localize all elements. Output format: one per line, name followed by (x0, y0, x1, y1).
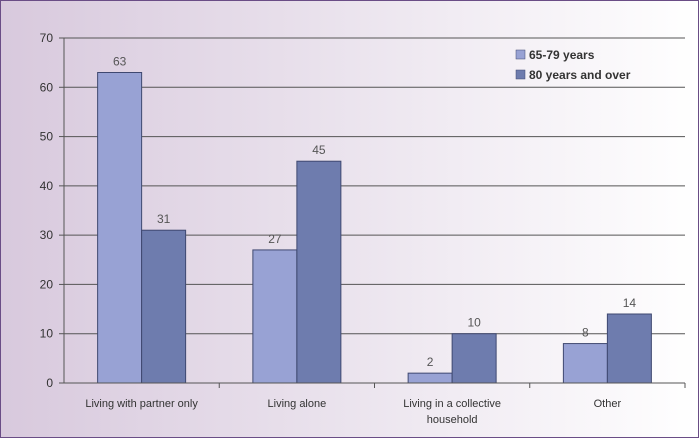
y-tick-label-0: 0 (46, 376, 53, 390)
bar-1-series-1 (97, 72, 143, 384)
data-label-1-series-1: 63 (113, 55, 127, 69)
bar-4-series-2 (606, 313, 652, 384)
x-tick-label-1: Living with partner only (85, 398, 198, 410)
bar-1-series-2 (141, 229, 187, 384)
legend-label-2: 80 years and over (529, 68, 631, 82)
x-tick-label-3-line-1: Living in a collective (403, 398, 501, 410)
y-tick-label-30: 30 (40, 228, 54, 242)
x-tick-label-4: Other (594, 398, 622, 410)
y-tick-label-70: 70 (40, 31, 54, 45)
data-label-2-series-2: 45 (312, 143, 326, 157)
legend-swatch-1 (515, 49, 526, 60)
bar-4-series-1 (562, 343, 608, 384)
bar-2-series-1 (252, 249, 298, 384)
data-label-2-series-1: 27 (268, 232, 282, 246)
legend: 65-79 years 80 years and over (515, 48, 631, 82)
bar-3-series-2 (451, 333, 497, 384)
data-label-4-series-1: 8 (582, 326, 589, 340)
data-label-1-series-2: 31 (157, 212, 171, 226)
x-tick-label-2: Living alone (268, 398, 327, 410)
data-label-3-series-2: 10 (467, 316, 481, 330)
data-label-4-series-2: 14 (623, 296, 637, 310)
axes: 0 10 20 30 40 50 60 70 Living with partner only L… (40, 31, 686, 426)
y-tick-label-40: 40 (40, 179, 54, 193)
y-tick-label-10: 10 (40, 327, 54, 341)
bars (97, 72, 652, 384)
y-tick-label-20: 20 (40, 277, 54, 291)
bar-3-series-1 (407, 372, 453, 384)
legend-swatch-2 (515, 69, 526, 80)
x-tick-label-3-line-2: household (427, 414, 478, 426)
y-tick-label-50: 50 (40, 130, 54, 144)
bar-2-series-2 (296, 160, 342, 384)
legend-label-1: 65-79 years (529, 48, 595, 62)
y-tick-label-60: 60 (40, 80, 54, 94)
data-labels: 63 31 27 45 2 10 8 14 (113, 55, 636, 370)
data-label-3-series-1: 2 (427, 355, 434, 369)
